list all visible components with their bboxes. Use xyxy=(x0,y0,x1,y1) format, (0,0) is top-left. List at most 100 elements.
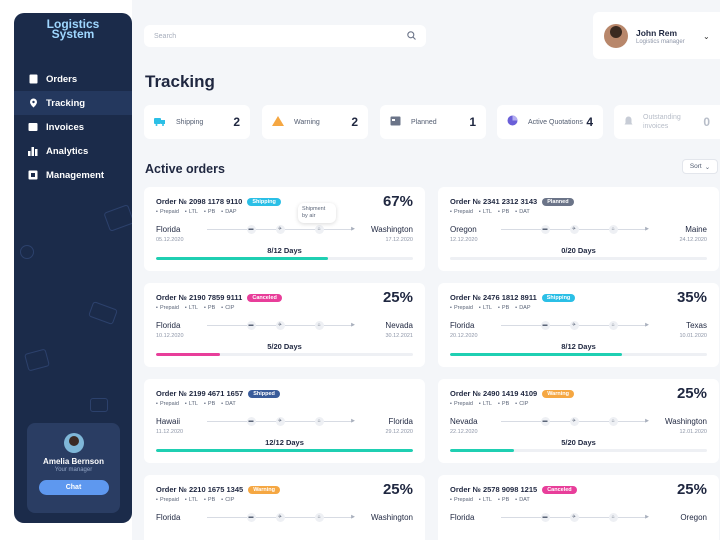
days-counter: 0/20 Days xyxy=(561,246,596,255)
plane-icon[interactable]: ✈ xyxy=(569,417,579,426)
order-meta-item: LTL xyxy=(479,305,492,311)
warehouse-icon[interactable]: ⌂ xyxy=(314,225,324,234)
order-number: Order № 2190 7859 9111 Canceled xyxy=(156,293,282,302)
invoice-icon xyxy=(28,122,38,132)
order-meta-item: Prepaid xyxy=(156,497,179,503)
plane-icon[interactable]: ✈ xyxy=(275,513,285,522)
plane-icon[interactable]: ✈ xyxy=(275,225,285,234)
stat-label: Outstanding invoices xyxy=(643,114,681,130)
plane-icon[interactable]: ✈ xyxy=(569,321,579,330)
order-meta-item: LTL xyxy=(185,497,198,503)
route-line: ▬ ✈ ⌂ ▶ xyxy=(501,417,649,426)
stat-shipping[interactable]: Shipping 2 xyxy=(144,105,250,139)
order-meta-item: DAT xyxy=(221,401,236,407)
sidebar-item-orders[interactable]: Orders xyxy=(14,67,132,91)
warehouse-icon[interactable]: ⌂ xyxy=(608,321,618,330)
search-icon[interactable] xyxy=(407,27,416,45)
order-number: Order № 2341 2312 3143 Planned xyxy=(450,197,574,206)
truck-icon[interactable]: ▬ xyxy=(540,513,550,522)
order-meta-item: CIP xyxy=(221,305,234,311)
truck-icon[interactable]: ▬ xyxy=(246,321,256,330)
sidebar-item-analytics[interactable]: Analytics xyxy=(14,139,132,163)
order-number: Order № 2578 9098 1215 Canceled xyxy=(450,485,577,494)
warehouse-icon[interactable]: ⌂ xyxy=(608,417,618,426)
order-meta: Prepaid LTL PB DAT xyxy=(450,497,530,503)
sidebar-item-management[interactable]: Management xyxy=(14,163,132,187)
order-meta-item: Prepaid xyxy=(450,305,473,311)
order-number: Order № 2476 1812 8911 Shipping xyxy=(450,293,576,302)
truck-icon[interactable]: ▬ xyxy=(246,417,256,426)
progress-bar xyxy=(156,449,413,452)
search-input[interactable]: Search xyxy=(154,32,177,40)
sidebar-item-invoices[interactable]: Invoices xyxy=(14,115,132,139)
route-line: ▬ ✈ ⌂ ▶ xyxy=(501,513,649,522)
days-counter: 8/12 Days xyxy=(561,342,596,351)
order-card[interactable]: Order № 2098 1178 9110 Shipping 67% Prepaid… xyxy=(144,187,425,271)
warehouse-icon[interactable]: ⌂ xyxy=(314,513,324,522)
manager-card: Amelia Bernson Your manager Chat xyxy=(27,423,120,513)
truck-icon[interactable]: ▬ xyxy=(246,225,256,234)
order-meta: Prepaid LTL PB DAT xyxy=(156,401,236,407)
arrow-right-icon: ▶ xyxy=(645,322,649,328)
logo-line-2: System xyxy=(51,27,95,41)
order-meta-item: PB xyxy=(498,401,509,407)
chevron-down-icon[interactable]: ⌄ xyxy=(703,32,710,41)
truck-icon[interactable]: ▬ xyxy=(540,225,550,234)
order-meta: Prepaid LTL PB CIP xyxy=(450,401,528,407)
manager-role: Your manager xyxy=(54,467,93,473)
warehouse-icon[interactable]: ⌂ xyxy=(608,513,618,522)
calendar-icon xyxy=(390,113,401,131)
sort-button[interactable]: Sort ⌄ xyxy=(682,159,718,174)
stat-warning[interactable]: Warning 2 xyxy=(262,105,368,139)
warehouse-icon[interactable]: ⌂ xyxy=(314,321,324,330)
order-card[interactable]: Order № 2199 4671 1657ShippedPrepaidLTLP… xyxy=(144,379,425,463)
stat-active-quotations[interactable]: Active Quotations 4 xyxy=(497,105,603,139)
manager-name: Amelia Bernson xyxy=(43,457,104,466)
order-meta-item: LTL xyxy=(479,209,492,215)
plane-icon[interactable]: ✈ xyxy=(569,513,579,522)
truck-icon[interactable]: ▬ xyxy=(540,321,550,330)
origin-city: Nevada xyxy=(450,417,478,426)
chevron-down-icon: ⌄ xyxy=(704,163,711,171)
progress-bar xyxy=(450,449,707,452)
order-meta-item: PB xyxy=(204,401,215,407)
sidebar-item-tracking[interactable]: Tracking xyxy=(14,91,132,115)
order-card[interactable]: Order № 2210 1675 1345 Warning 25% Prepaid L… xyxy=(144,475,425,540)
order-meta-item: LTL xyxy=(479,497,492,503)
order-meta-item: LTL xyxy=(185,401,198,407)
search-bar[interactable]: Search xyxy=(144,25,426,47)
stat-label: Planned xyxy=(411,118,437,126)
truck-icon[interactable]: ▬ xyxy=(540,417,550,426)
origin-city: Hawaii xyxy=(156,417,181,426)
stat-label: Active Quotations xyxy=(528,118,583,126)
warehouse-icon[interactable]: ⌂ xyxy=(314,417,324,426)
arrow-right-icon: ▶ xyxy=(351,418,355,424)
order-card[interactable]: Order № 2476 1812 8911 Shipping 35% Prepaid… xyxy=(438,283,719,367)
truck-icon[interactable]: ▬ xyxy=(246,513,256,522)
order-meta-item: PB xyxy=(498,209,509,215)
user-name: John Rem xyxy=(636,28,678,38)
page-title: Tracking xyxy=(145,72,215,91)
sidebar-nav: Orders Tracking Invoices Analytics Manag… xyxy=(14,67,132,187)
plane-icon[interactable]: ✈ xyxy=(275,321,285,330)
order-meta-item: Prepaid xyxy=(156,305,179,311)
plane-icon[interactable]: ✈ xyxy=(275,417,285,426)
network-illustration xyxy=(20,245,34,259)
order-card[interactable]: Order № 2190 7859 9111 Canceled 25% Prepaid… xyxy=(144,283,425,367)
order-meta-item: LTL xyxy=(185,305,198,311)
chat-button[interactable]: Chat xyxy=(38,480,109,495)
stat-planned[interactable]: Planned 1 xyxy=(380,105,486,139)
order-meta-item: PB xyxy=(204,209,215,215)
warehouse-icon[interactable]: ⌂ xyxy=(608,225,618,234)
order-card[interactable]: Order № 2578 9098 1215 Canceled 25% Prepaid… xyxy=(438,475,719,540)
order-card[interactable]: Order № 2341 2312 3143PlannedPrepaidLTLP… xyxy=(438,187,719,271)
order-meta-item: CIP xyxy=(221,497,234,503)
order-card[interactable]: Order № 2490 1419 4109 Warning 25% Prepaid L… xyxy=(438,379,719,463)
plane-icon[interactable]: ✈ xyxy=(569,225,579,234)
arrow-right-icon: ▶ xyxy=(351,322,355,328)
order-percent: 25% xyxy=(676,481,707,498)
destination-city: Washington xyxy=(371,225,413,234)
user-menu[interactable]: John Rem Logistics manager ⌄ xyxy=(593,12,720,59)
stat-outstanding-invoices[interactable]: Outstanding invoices 0 xyxy=(614,105,720,139)
sidebar-item-label: Tracking xyxy=(46,97,86,109)
